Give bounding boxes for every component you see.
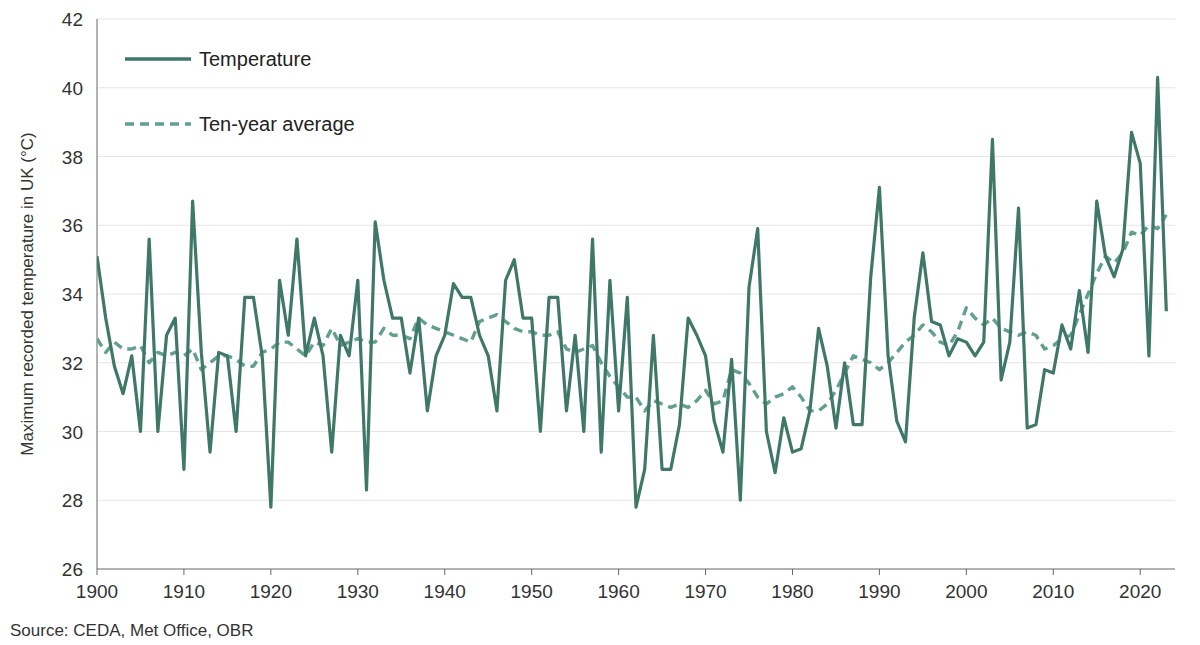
y-axis-label: Maximum recorded temperature in UK (°C) xyxy=(18,132,37,455)
grid-line xyxy=(97,156,1175,157)
x-tick xyxy=(1053,569,1054,575)
x-tick xyxy=(531,569,532,575)
source: Source: CEDA, Met Office, OBR xyxy=(10,621,253,640)
grid-line xyxy=(97,19,1175,20)
x-tick xyxy=(618,569,619,575)
x-axis xyxy=(97,569,1175,570)
x-tick-label: 1910 xyxy=(163,581,205,602)
y-tick-label: 32 xyxy=(62,353,83,374)
x-tick-label: 2000 xyxy=(945,581,987,602)
x-tick-label: 1940 xyxy=(424,581,466,602)
x-tick xyxy=(270,569,271,575)
grid-line xyxy=(97,87,1175,88)
x-tick xyxy=(879,569,880,575)
x-tick-label: 2020 xyxy=(1119,581,1161,602)
x-tick xyxy=(792,569,793,575)
x-tick-label: 1920 xyxy=(250,581,292,602)
x-tick-label: 1970 xyxy=(684,581,726,602)
x-tick xyxy=(1140,569,1141,575)
y-tick-label: 38 xyxy=(62,147,83,168)
x-tick xyxy=(705,569,706,575)
x-tick xyxy=(357,569,358,575)
x-tick-label: 1980 xyxy=(771,581,813,602)
y-tick-label: 36 xyxy=(62,215,83,236)
y-tick-label: 34 xyxy=(62,284,84,305)
x-tick xyxy=(183,569,184,575)
y-tick-label: 26 xyxy=(62,559,83,580)
x-tick-label: 1950 xyxy=(511,581,553,602)
grid-line xyxy=(97,431,1175,432)
x-tick xyxy=(444,569,445,575)
x-tick-label: 1930 xyxy=(337,581,379,602)
legend-label: Ten-year average xyxy=(199,113,355,135)
x-tick-label: 1990 xyxy=(858,581,900,602)
y-tick-label: 30 xyxy=(62,422,83,443)
x-tick xyxy=(966,569,967,575)
y-tick-label: 28 xyxy=(62,490,83,511)
x-tick-label: 2010 xyxy=(1032,581,1074,602)
x-tick xyxy=(97,569,98,575)
chart: 26 28 30 32 34 36 38 40 42 1900 1910 1920 1930 1940 19… xyxy=(0,0,1200,645)
legend-swatch xyxy=(125,122,191,125)
y-tick-label: 40 xyxy=(62,78,83,99)
series-line xyxy=(97,77,1166,507)
x-tick-label: 1960 xyxy=(597,581,639,602)
y-tick-label: 42 xyxy=(62,9,83,30)
legend-swatch xyxy=(125,57,191,60)
x-tick-label: 1900 xyxy=(76,581,118,602)
y-axis xyxy=(97,19,98,569)
grid-line xyxy=(97,362,1175,363)
legend-label: Temperature xyxy=(199,48,311,70)
grid-line xyxy=(97,225,1175,226)
plot-area xyxy=(97,77,1166,507)
